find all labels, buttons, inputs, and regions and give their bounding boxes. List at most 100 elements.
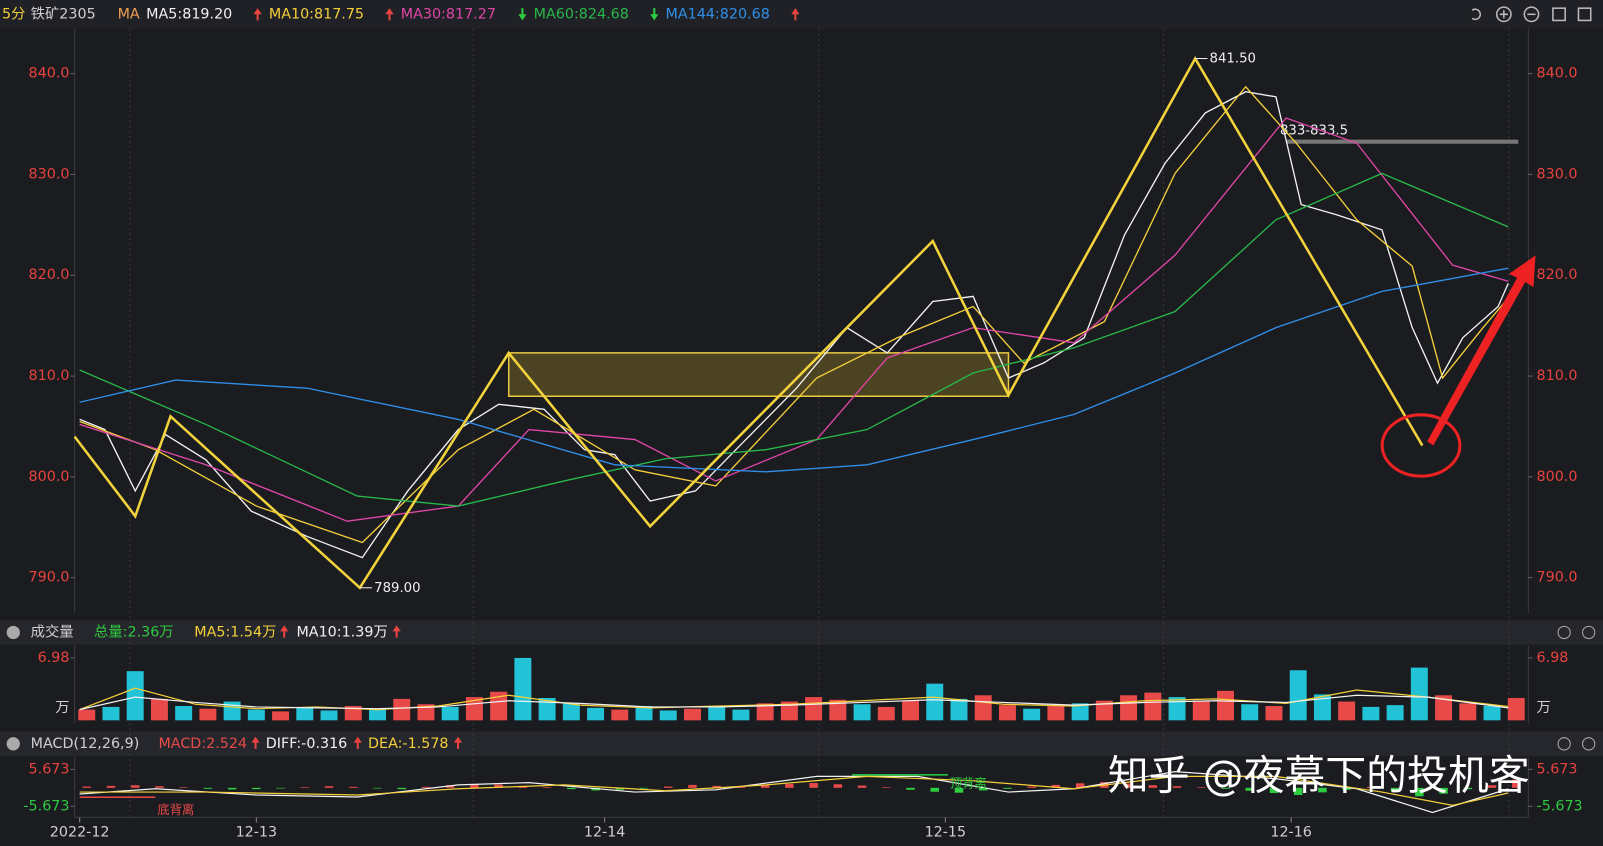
- bar: [227, 787, 237, 790]
- bar: [1293, 787, 1303, 795]
- close-icon[interactable]: [1557, 625, 1571, 640]
- plot-layer: 790.0 790.0 800.0 800.0 810.0 810.0 820.0 820.0…: [23, 6, 1582, 840]
- layout-icon[interactable]: [1552, 7, 1566, 22]
- bar: [126, 671, 144, 721]
- bar: [1003, 787, 1012, 789]
- bar: [809, 782, 818, 788]
- indicator-line: [79, 775, 1509, 806]
- zoom-in-plus: [1499, 10, 1508, 19]
- y-tick-label: -5.673: [23, 798, 69, 814]
- bar: [756, 703, 774, 721]
- bar: [882, 787, 891, 788]
- close-icon[interactable]: [1582, 737, 1596, 751]
- close-icon[interactable]: [1557, 737, 1571, 751]
- bar: [203, 787, 213, 789]
- volume-header: [0, 620, 1603, 645]
- window-icon[interactable]: [1577, 7, 1592, 22]
- bar: [1221, 787, 1230, 789]
- bar: [611, 709, 629, 721]
- bar: [712, 785, 721, 788]
- ma-label: MA: [118, 6, 140, 22]
- y-tick-label-right: 6.98: [1537, 650, 1569, 666]
- bar: [1289, 670, 1307, 721]
- bar: [1269, 787, 1279, 794]
- bar: [1483, 706, 1501, 721]
- bar: [542, 787, 552, 788]
- bar: [1512, 779, 1521, 788]
- bar: [930, 787, 939, 792]
- bar: [780, 701, 798, 721]
- up-arrow: [251, 736, 260, 749]
- undo-icon[interactable]: [1471, 8, 1482, 21]
- bar: [785, 783, 794, 788]
- bar: [853, 704, 871, 721]
- y-tick-label: 810.0: [29, 368, 70, 384]
- bar: [635, 706, 653, 721]
- bar: [300, 787, 310, 788]
- legend-entry: MA5:1.54万: [194, 624, 276, 640]
- legend-entry: MA60:824.68: [534, 6, 629, 22]
- zoom-in-icon[interactable]: [1495, 6, 1512, 23]
- collapse-icon[interactable]: [6, 737, 20, 751]
- legend-entry: MA10:817.75: [269, 6, 364, 22]
- bar: [102, 706, 120, 721]
- y-tick-label: 840.0: [29, 66, 70, 82]
- bar: [199, 708, 217, 721]
- bar: [587, 707, 605, 721]
- legend-entry: MA30:817.27: [401, 6, 496, 22]
- up-arrow: [280, 625, 289, 638]
- y-tick-label: 5.673: [29, 761, 70, 777]
- bar: [324, 786, 334, 788]
- bar: [1459, 703, 1477, 721]
- bar: [1051, 784, 1061, 788]
- bar: [1318, 787, 1327, 793]
- x-tick-label: 12-13: [236, 825, 278, 841]
- zoom-out-icon[interactable]: [1523, 6, 1540, 23]
- bar: [1075, 783, 1085, 788]
- bar: [1172, 786, 1182, 788]
- y-tick-label-right: 800.0: [1537, 469, 1578, 485]
- bar: [1313, 694, 1331, 721]
- y-tick-label-right: 830.0: [1537, 166, 1578, 182]
- up-arrow: [353, 736, 362, 749]
- bar: [1192, 700, 1210, 721]
- bar: [659, 710, 677, 721]
- indicator-line: [79, 771, 1509, 814]
- bar: [490, 691, 508, 721]
- bar: [344, 706, 362, 721]
- day-separators: [129, 28, 1510, 818]
- volume-total: 总量:2.36万: [94, 623, 174, 640]
- trend-arrow: [1427, 255, 1536, 446]
- y-tick-label: 6.98: [38, 650, 70, 666]
- bar: [926, 683, 944, 721]
- bar: [1071, 703, 1089, 721]
- bar: [441, 706, 459, 721]
- bar: [369, 708, 386, 721]
- y-tick-label: 790.0: [29, 570, 70, 586]
- bar: [688, 784, 697, 788]
- y-tick-label: 800.0: [29, 469, 70, 485]
- legend-entry: DEA:-1.578: [368, 736, 449, 752]
- bar: [877, 706, 895, 721]
- bar: [150, 698, 168, 721]
- bar: [1168, 697, 1186, 721]
- bar: [349, 786, 358, 788]
- indicator-line: [79, 694, 1509, 711]
- bar: [1338, 701, 1356, 721]
- legend-entry: MA10:1.39万: [296, 624, 387, 640]
- bar: [615, 787, 625, 790]
- bar: [1148, 785, 1158, 788]
- collapse-icon[interactable]: [6, 625, 20, 640]
- y-tick-label-right: -5.673: [1537, 798, 1583, 814]
- bar: [130, 785, 140, 788]
- highlight-circle: [1380, 413, 1462, 478]
- bar: [247, 709, 265, 721]
- bar: [829, 699, 847, 721]
- bar: [1390, 787, 1400, 792]
- bar: [998, 705, 1016, 721]
- bar: [373, 787, 382, 789]
- close-icon[interactable]: [1582, 625, 1596, 640]
- legend-entry: MA144:820.68: [666, 6, 770, 22]
- x-tick-label: 2022-12: [50, 825, 110, 841]
